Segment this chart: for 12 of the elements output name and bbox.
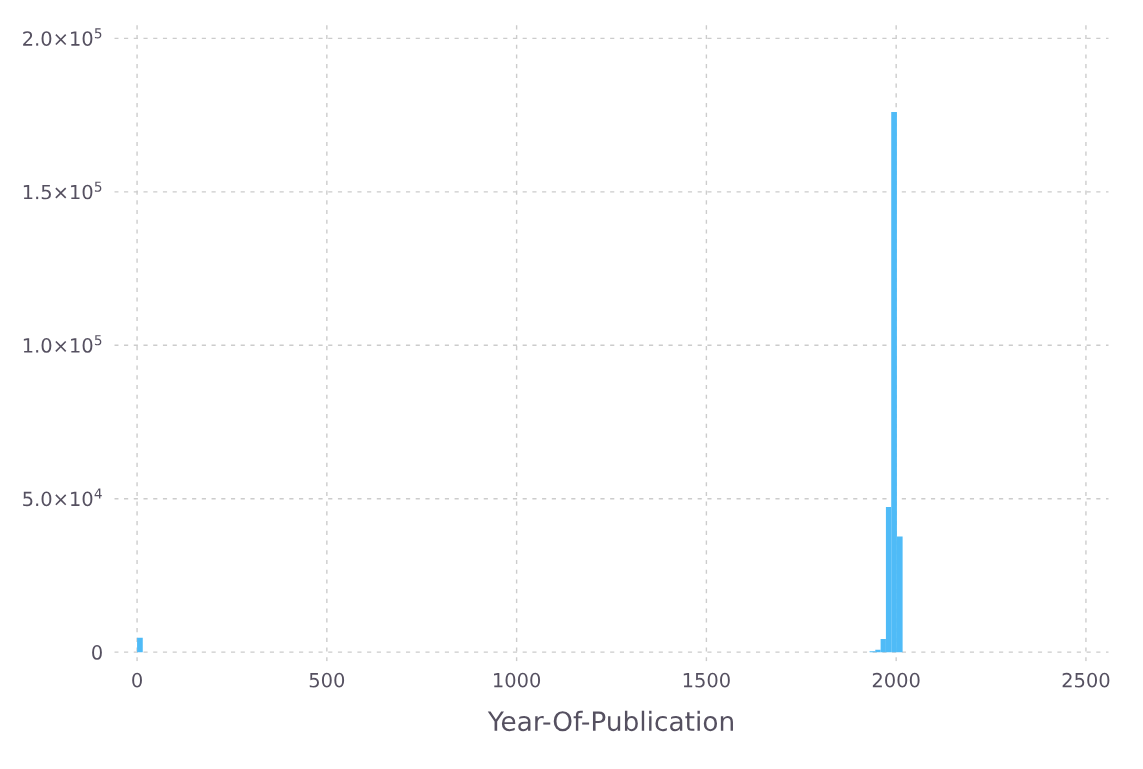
x-tick-label: 1500: [683, 672, 730, 688]
x-tick-label: 500: [309, 672, 345, 688]
y-tick-label: 2.0×10$^{5}$: [23, 28, 102, 46]
x-tick-label: 1000: [494, 672, 541, 688]
y-tick-label: 1.0×10$^{5}$: [23, 335, 102, 353]
x-axis-title: Year-Of-Publication: [487, 710, 733, 732]
y-tick-label: 5.0×10$^{4}$: [23, 488, 102, 507]
y-tick-label: 1.5×10$^{5}$: [23, 181, 102, 200]
x-tick-label: 2000: [872, 672, 920, 688]
x-tick-label: 0: [132, 672, 142, 688]
x-tick-label: 2500: [1062, 672, 1110, 688]
y-tick-label: 0: [92, 645, 102, 660]
